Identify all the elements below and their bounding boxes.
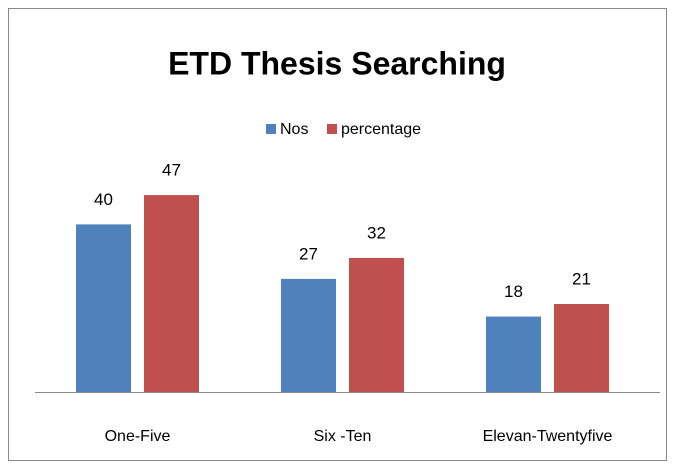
x-tick-label: Elevan-Twentyfive	[483, 428, 613, 445]
data-label: 32	[367, 223, 386, 242]
legend-swatch	[266, 124, 276, 134]
legend-swatch	[327, 124, 337, 134]
bar	[76, 224, 131, 392]
data-label: 47	[162, 161, 181, 180]
data-label: 40	[94, 190, 113, 209]
x-tick-label: Six -Ten	[314, 428, 372, 445]
bar	[144, 195, 199, 392]
data-label: 27	[299, 244, 318, 263]
bar	[486, 316, 541, 392]
chart-title: ETD Thesis Searching	[168, 45, 506, 81]
bar	[554, 304, 609, 392]
x-tick-label: One-Five	[105, 428, 171, 445]
bar	[281, 278, 336, 392]
data-label: 18	[504, 282, 523, 301]
legend-label: percentage	[341, 121, 421, 138]
legend-label: Nos	[280, 121, 308, 138]
data-label: 21	[572, 269, 591, 288]
bar	[349, 257, 404, 392]
